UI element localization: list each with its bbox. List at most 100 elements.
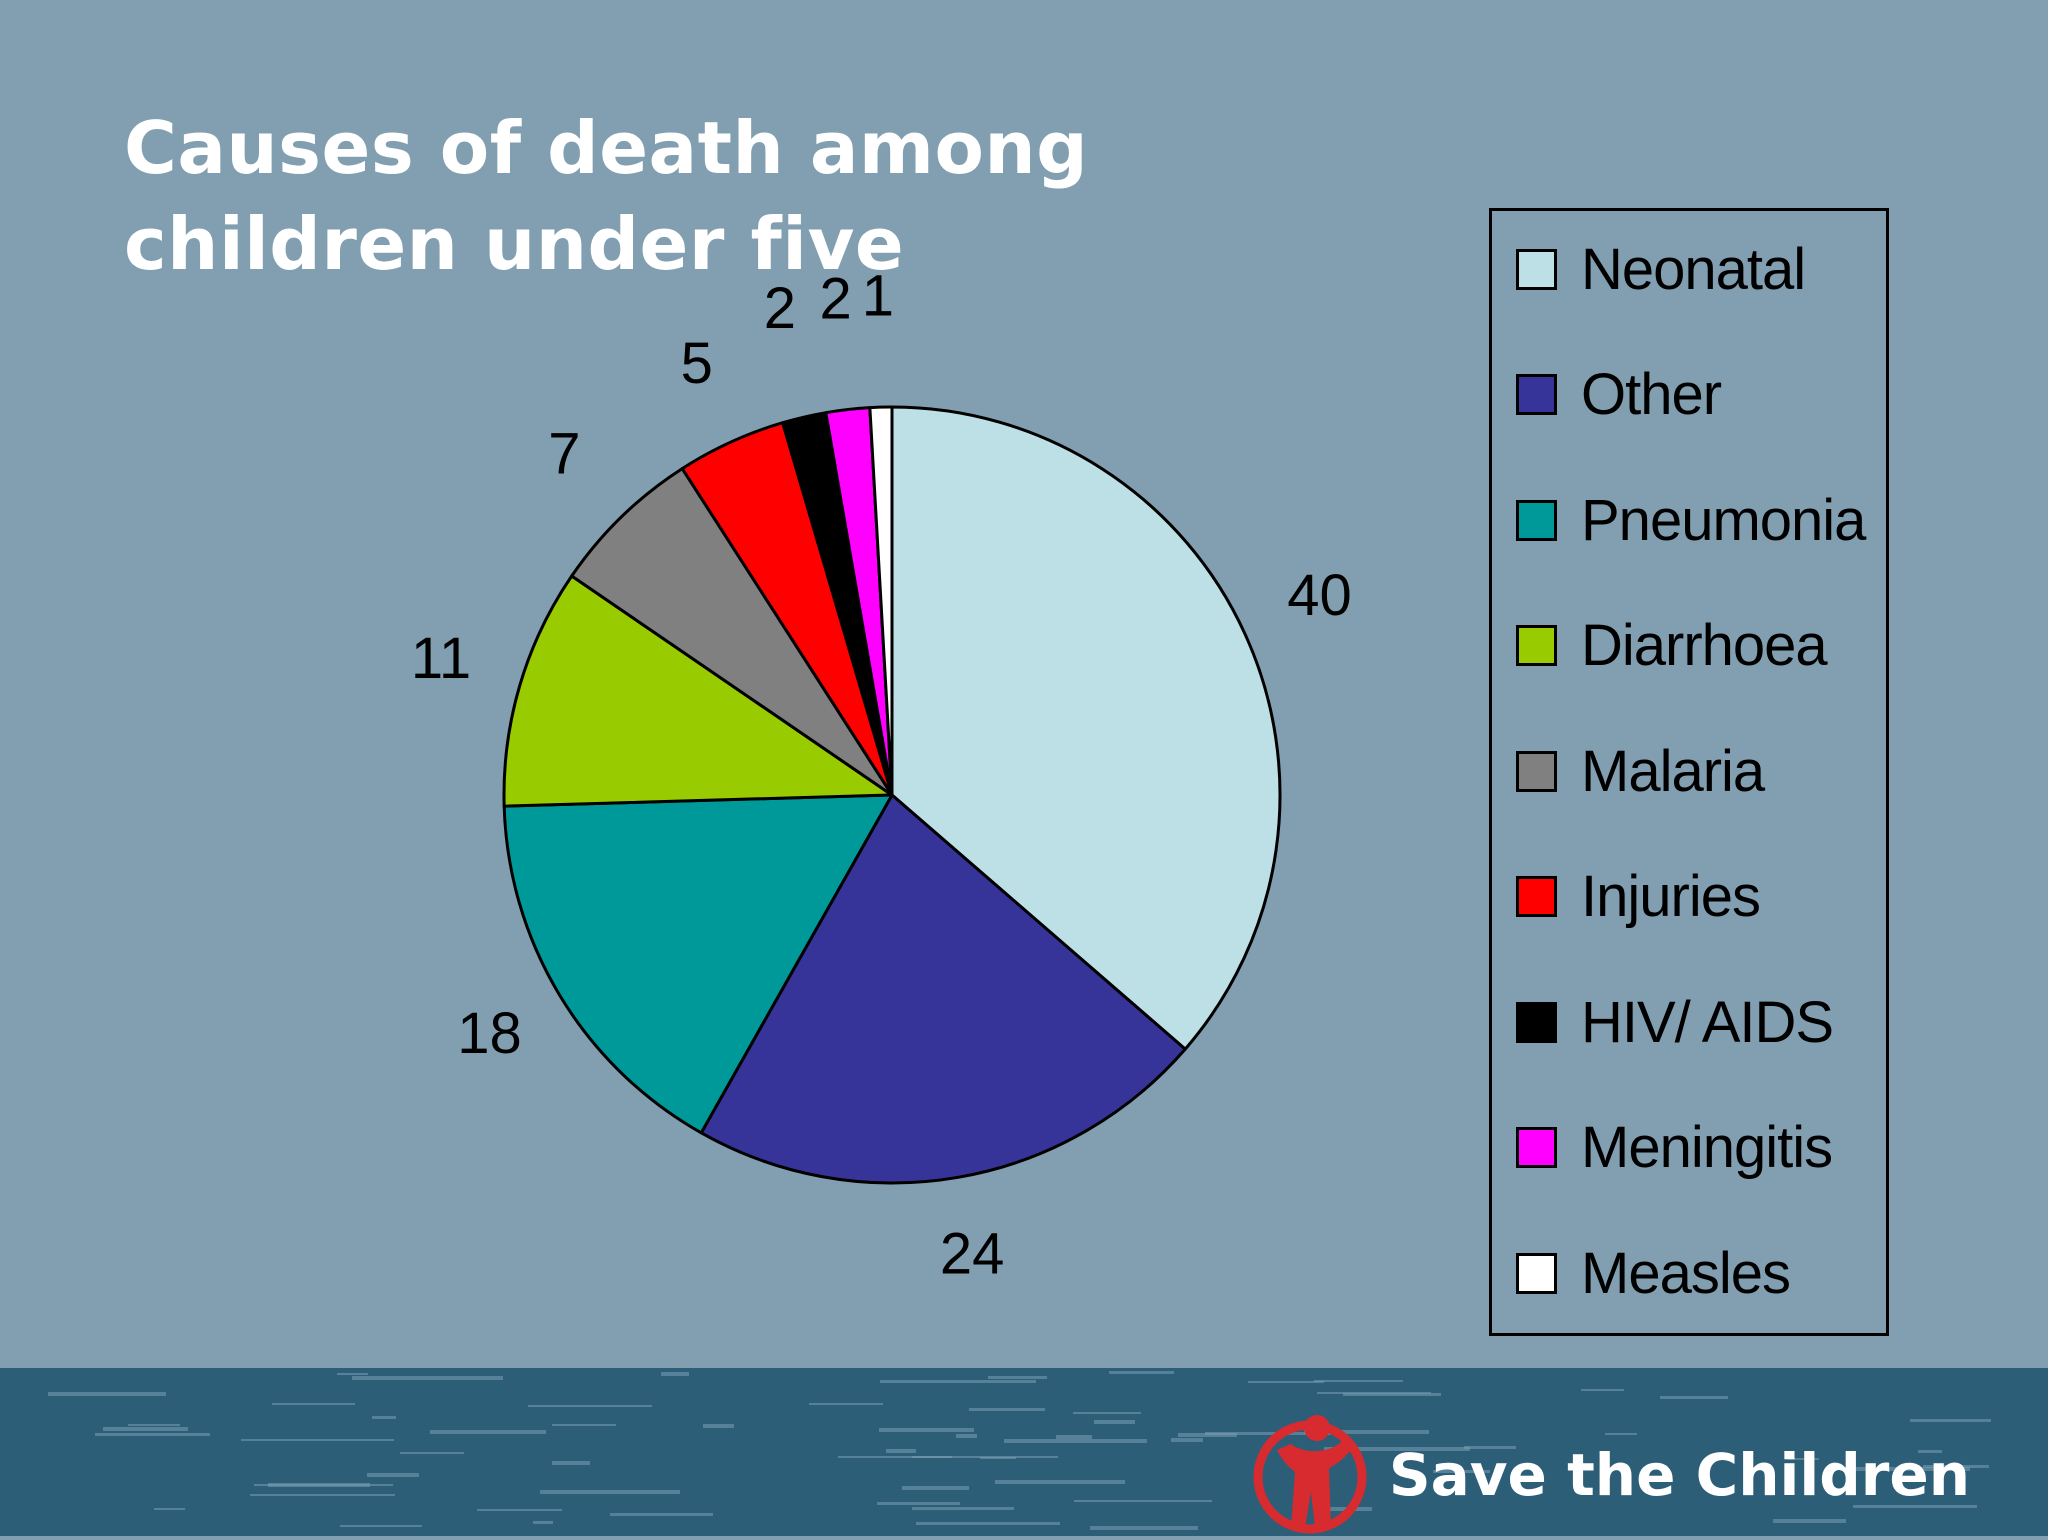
texture-streak: [340, 1525, 422, 1527]
texture-streak: [902, 1486, 969, 1490]
legend-label: Diarrhoea: [1581, 613, 1828, 678]
texture-streak: [1248, 1381, 1324, 1383]
texture-streak: [661, 1372, 689, 1376]
slide-title: Causes of death among children under fiv…: [124, 106, 1089, 286]
pie-slice-diarrhoea: [502, 574, 894, 808]
texture-streak: [95, 1433, 210, 1436]
legend-swatch: [1516, 750, 1557, 792]
legend-label: Pneumonia: [1581, 487, 1866, 553]
legend-label: Neonatal: [1581, 236, 1806, 302]
texture-streak: [1923, 1465, 1989, 1468]
legend-item: Diarrhoea: [1516, 613, 1828, 678]
texture-streak: [268, 1483, 370, 1487]
data-label: 40: [1287, 563, 1352, 628]
legend-item: Other: [1516, 362, 1722, 427]
texture-streak: [1178, 1433, 1237, 1437]
legend-swatch: [1516, 876, 1557, 917]
legend-swatch: [1516, 248, 1557, 290]
texture-streak: [552, 1461, 590, 1465]
legend-item: Malaria: [1516, 739, 1765, 804]
legend-swatch: [1516, 625, 1557, 666]
texture-streak: [540, 1490, 680, 1494]
texture-streak: [969, 1408, 1045, 1411]
legend-item: Neonatal: [1516, 237, 1806, 302]
data-label: 5: [681, 331, 713, 396]
texture-streak: [1464, 1446, 1516, 1449]
texture-streak: [1433, 1470, 1490, 1473]
legend-swatch: [1516, 499, 1557, 541]
pie-slice-pneumonia: [502, 793, 894, 1135]
texture-streak: [272, 1403, 355, 1405]
data-label: 2: [764, 276, 796, 341]
brand-logo: Save the Children: [1247, 1410, 1970, 1540]
pie-slice-neonatal: [890, 405, 1282, 1051]
texture-streak: [1660, 1396, 1728, 1399]
texture-streak: [533, 1521, 553, 1524]
texture-streak: [1918, 1450, 1942, 1453]
texture-streak: [552, 1424, 616, 1426]
texture-streak: [610, 1513, 713, 1516]
texture-streak: [103, 1427, 188, 1431]
texture-streak: [1073, 1412, 1141, 1414]
texture-streak: [1171, 1438, 1203, 1442]
texture-streak: [1788, 1458, 1819, 1460]
texture-streak: [880, 1380, 1036, 1383]
legend-label: Malaria: [1581, 738, 1765, 804]
save-the-children-logo-icon: [1253, 1415, 1367, 1534]
texture-streak: [1324, 1447, 1470, 1451]
texture-streak: [956, 1434, 977, 1438]
data-label: 2: [819, 267, 851, 332]
legend-swatch: [1516, 1001, 1557, 1043]
texture-streak: [128, 1424, 180, 1426]
texture-streak: [400, 1452, 464, 1454]
texture-streak: [154, 1508, 185, 1510]
texture-streak: [912, 1456, 1058, 1458]
legend-item: Meningitis: [1516, 1115, 1833, 1180]
texture-streak: [980, 1457, 1016, 1459]
texture-streak: [1343, 1393, 1441, 1396]
texture-streak: [1605, 1433, 1637, 1435]
texture-streak: [838, 1456, 952, 1458]
data-label: 11: [411, 626, 471, 691]
texture-streak: [995, 1480, 1125, 1484]
texture-streak: [886, 1449, 916, 1453]
texture-streak: [1304, 1430, 1429, 1434]
pie-slice-measles: [868, 405, 894, 797]
data-label: 18: [457, 1001, 522, 1066]
data-label: 24: [940, 1221, 1005, 1286]
legend-label: Meningitis: [1581, 1115, 1833, 1180]
texture-streak: [1773, 1519, 1846, 1523]
texture-streak: [988, 1376, 1047, 1379]
legend-item: Injuries: [1516, 864, 1761, 929]
legend-swatch: [1516, 1127, 1557, 1168]
texture-streak: [477, 1509, 562, 1511]
texture-streak: [367, 1473, 419, 1477]
texture-streak: [337, 1373, 368, 1375]
texture-streak: [528, 1405, 652, 1407]
texture-streak: [703, 1424, 734, 1428]
texture-streak: [372, 1416, 396, 1419]
legend-item: Pneumonia: [1516, 488, 1866, 553]
texture-streak: [1109, 1371, 1174, 1374]
legend-item: HIV/ AIDS: [1516, 990, 1834, 1055]
legend-label: Other: [1581, 362, 1722, 427]
texture-streak: [1056, 1435, 1092, 1439]
texture-streak: [809, 1403, 883, 1405]
texture-streak: [1205, 1432, 1331, 1435]
legend-label: Measles: [1581, 1240, 1791, 1306]
texture-streak: [1581, 1389, 1624, 1391]
texture-streak: [912, 1507, 1014, 1510]
texture-streak: [48, 1392, 166, 1396]
texture-streak: [250, 1494, 395, 1496]
texture-streak: [1004, 1439, 1147, 1443]
texture-streak: [879, 1428, 974, 1432]
texture-streak: [430, 1430, 546, 1434]
legend-label: HIV/ AIDS: [1581, 989, 1834, 1055]
legend-item: Measles: [1516, 1241, 1791, 1306]
data-label: 1: [862, 264, 894, 329]
texture-streak: [1314, 1380, 1403, 1382]
legend-swatch: [1516, 1252, 1557, 1294]
legend-label: Injuries: [1581, 864, 1761, 929]
legend-swatch: [1516, 374, 1557, 415]
texture-streak: [1840, 1467, 1970, 1471]
